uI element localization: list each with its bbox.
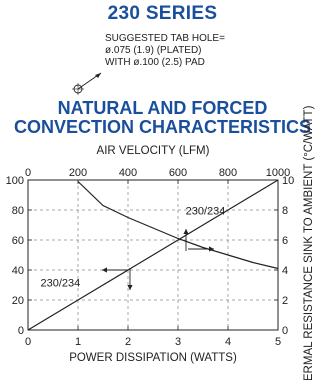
x2-tick-label: 200 <box>69 167 87 179</box>
chart-title-line: NATURAL AND FORCED <box>57 98 268 118</box>
y-left-tick-label: 0 <box>18 325 24 337</box>
note-line: ø.075 (1.9) (PLATED) <box>105 45 202 56</box>
series-line-1 <box>27 179 279 331</box>
y-right-axis-title: THERMAL RESISTANCE SINK TO AMBIENT (°C/W… <box>303 105 315 380</box>
series-title: 230 SERIES <box>107 3 218 24</box>
y-right-tick-label: 6 <box>282 235 288 247</box>
series-label-top-right: 230/234 <box>186 206 226 218</box>
y-left-tick-label: 100 <box>6 175 24 187</box>
x-tick-label: 1 <box>75 336 81 348</box>
y-right-tick-label: 8 <box>282 205 288 217</box>
y-left-tick-label: 60 <box>12 235 24 247</box>
x2-tick-label: 1000 <box>266 167 290 179</box>
x-tick-label: 0 <box>25 336 31 348</box>
tab-hole-pointer-icon <box>72 72 102 95</box>
y-right-tick-label: 10 <box>282 175 294 187</box>
plot-frame <box>27 179 279 331</box>
x2-tick-label: 400 <box>119 167 137 179</box>
arrow-right-head <box>209 246 214 252</box>
x2-axis-title: AIR VELOCITY (LFM) <box>97 145 210 157</box>
x2-tick-label: 800 <box>219 167 237 179</box>
y-right-tick-label: 4 <box>282 265 288 277</box>
x-tick-label: 5 <box>275 336 281 348</box>
arrow-down-head <box>127 285 133 290</box>
note-line: SUGGESTED TAB HOLE= <box>105 33 225 44</box>
x2-tick-label: 600 <box>169 167 187 179</box>
x-axis-title: POWER DISSIPATION (WATTS) <box>69 352 237 364</box>
x-tick-label: 2 <box>125 336 131 348</box>
series-line-2 <box>77 181 279 270</box>
y-left-tick-label: 20 <box>12 295 24 307</box>
series-label-bottom-left: 230/234 <box>41 278 81 290</box>
chart-title-line: CONVECTION CHARACTERISTICS <box>13 117 311 137</box>
x-tick-label: 3 <box>175 336 181 348</box>
x-tick-label: 4 <box>225 336 231 348</box>
y-right-tick-label: 2 <box>282 295 288 307</box>
y-right-tick-label: 0 <box>282 325 288 337</box>
y-left-tick-label: 40 <box>12 265 24 277</box>
note-line: WITH ø.100 (2.5) PAD <box>105 57 205 68</box>
chart-title: NATURAL AND FORCED CONVECTION CHARACTERI… <box>0 99 325 137</box>
arrow-left-head <box>102 267 107 273</box>
y-left-tick-label: 80 <box>12 205 24 217</box>
x2-tick-label: 0 <box>25 167 31 179</box>
tab-hole-note: SUGGESTED TAB HOLE= ø.075 (1.9) (PLATED)… <box>105 33 225 69</box>
arrow-up-head <box>183 229 189 234</box>
